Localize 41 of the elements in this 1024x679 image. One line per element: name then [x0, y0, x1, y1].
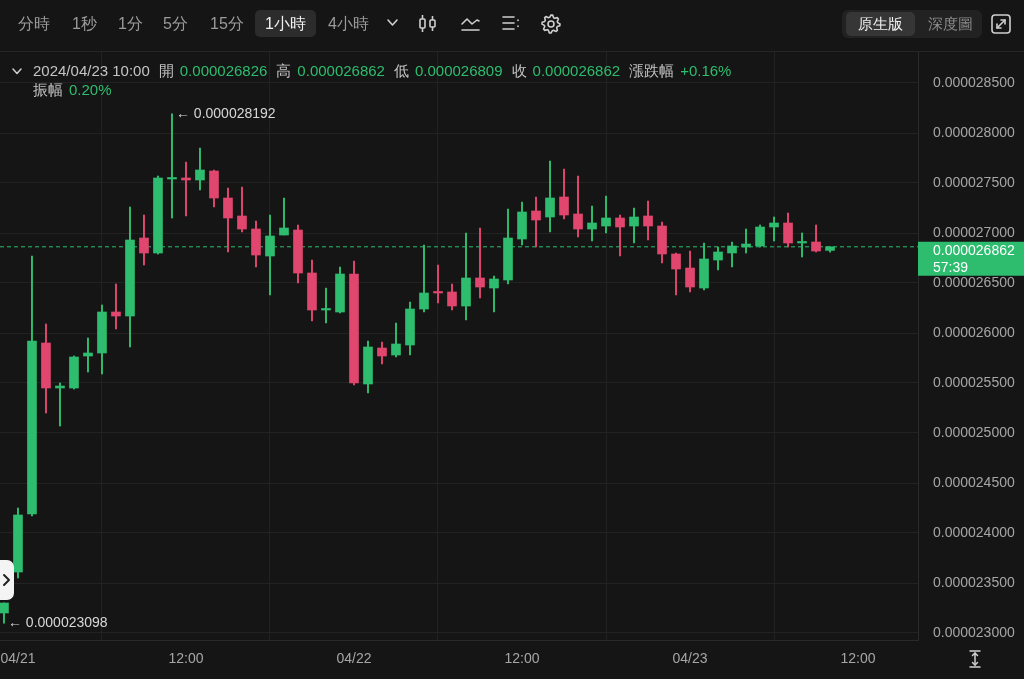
- text: 分時: [17, 14, 51, 34]
- x-tick-label: 12:00: [504, 650, 540, 667]
- x-tick-label: 04/21: [0, 650, 36, 667]
- y-tick-label: 0.000025000: [933, 423, 1015, 440]
- candlestick: [321, 287, 331, 324]
- candlestick: [433, 264, 443, 304]
- y-tick-label: 0.000026000: [933, 323, 1015, 340]
- y-tick-label: 0.000026500: [933, 273, 1015, 290]
- text: 原生版: [846, 12, 915, 36]
- annotation: 收 0.000026862: [511, 62, 621, 80]
- y-tick-label: 0.000028500: [933, 73, 1015, 90]
- y-tick-label: 0.000027500: [933, 173, 1015, 190]
- annotation: 振幅 0.20%: [33, 81, 112, 99]
- text: 1分: [117, 14, 144, 34]
- x-tick-label: 04/23: [672, 650, 708, 667]
- y-tick-label: 0.000023500: [933, 573, 1015, 590]
- y-tick-label: 0.000023000: [933, 623, 1015, 640]
- annotation: 漲跌幅 +0.16%: [629, 62, 732, 80]
- y-tick-label: 0.000024000: [933, 523, 1015, 540]
- text: 1小時: [255, 10, 316, 37]
- annotation: 高 0.000026862: [276, 62, 385, 80]
- text: 57:39: [933, 258, 969, 275]
- ref-line-label: 0.000026862: [933, 241, 1015, 258]
- text: 4小時: [327, 14, 370, 34]
- y-tick-label: 0.000027000: [933, 223, 1015, 240]
- y-tick-label: 0.000025500: [933, 373, 1015, 390]
- text: 深度圖: [927, 14, 974, 34]
- annotation: 2024/04/23 10:00: [33, 62, 150, 80]
- text: 15分: [209, 14, 245, 34]
- annotation: 低 0.000026809: [393, 62, 503, 80]
- x-tick-label: 04/22: [336, 650, 372, 667]
- text: 1秒: [71, 14, 98, 34]
- annotation: ← 0.000028192: [175, 104, 276, 121]
- annotation: ← 0.000023098: [7, 614, 108, 631]
- x-tick-label: 12:00: [168, 650, 204, 667]
- candlestick: [167, 113, 177, 219]
- annotation: 開 0.000026826: [158, 62, 268, 80]
- y-tick-label: 0.000028000: [933, 123, 1015, 140]
- y-tick-label: 0.000024500: [933, 473, 1015, 490]
- text: 5分: [162, 14, 189, 34]
- x-tick-label: 12:00: [840, 650, 876, 667]
